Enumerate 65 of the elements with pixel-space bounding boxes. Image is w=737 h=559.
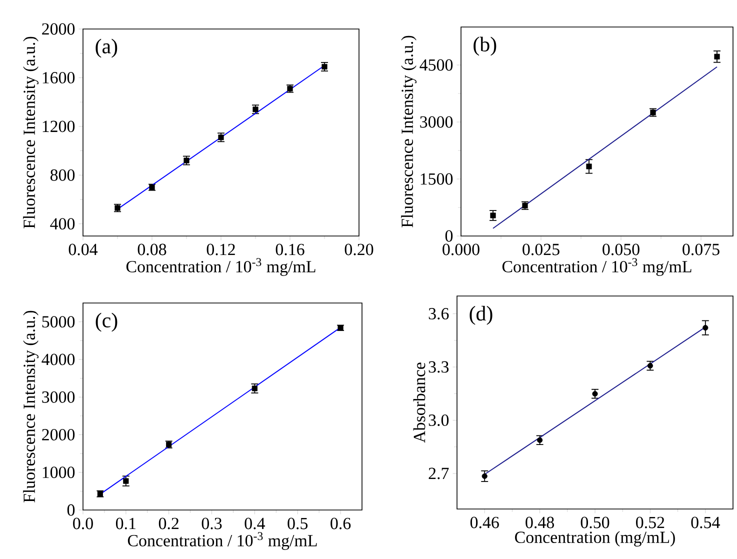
x-tick-label: 0.12	[206, 244, 235, 256]
point	[537, 437, 543, 443]
x-axis-title: Concentration / 10$^{-3}$ mg/mL	[502, 258, 692, 276]
y-tick-label: 1500	[420, 173, 453, 185]
y-tick-label: 0	[445, 230, 453, 242]
x-axis-title: Concentration (mg/mL)	[515, 531, 675, 547]
y-axis-title: Fluorescence Intensity (a.u.)	[23, 310, 38, 502]
point	[714, 54, 720, 60]
y-tick-label: 3.6	[428, 308, 449, 320]
x-tick-label: 0.50	[580, 516, 610, 528]
x-tick-label: 0.54	[691, 516, 720, 528]
point	[184, 158, 190, 164]
x-tick-label: 0.0	[73, 518, 93, 530]
x-tick-label: 0.5	[288, 518, 308, 530]
y-tick-label: 3000	[420, 116, 453, 128]
x-tick-label: 0.20	[344, 244, 374, 256]
annotation: (b)	[474, 36, 496, 56]
point	[482, 473, 488, 479]
x-tick-label: 0.2	[158, 518, 178, 530]
point	[702, 324, 708, 331]
x-axis-title: Concentration / 10$^{-3}$ mg/mL	[128, 532, 317, 550]
y-axis-title: Fluorescence Intensity (a.u.)	[401, 36, 417, 228]
point	[647, 362, 653, 369]
point	[218, 134, 224, 140]
point	[586, 164, 592, 170]
y-tick-label: 5000	[42, 316, 75, 328]
y-tick-label: 1600	[42, 72, 75, 84]
point	[252, 106, 258, 112]
y-tick-label: 1000	[42, 466, 75, 478]
y-tick-label: 1200	[42, 120, 75, 132]
y-tick-label: 400	[50, 218, 75, 230]
y-tick-label: 2000	[42, 429, 75, 440]
y-tick-label: 2.7	[428, 468, 449, 480]
y-tick-label: 2000	[42, 23, 75, 35]
y-tick-label: 800	[50, 169, 75, 181]
x-tick-label: 0.16	[276, 244, 304, 256]
x-tick-label: 0.04	[68, 244, 98, 256]
y-tick-label: 4500	[420, 59, 453, 71]
annotation: (c)	[96, 312, 118, 332]
point	[490, 212, 496, 218]
point	[592, 391, 598, 397]
annotation: (a)	[96, 38, 118, 58]
annotation: (d)	[470, 306, 492, 325]
y-axis-title: Absorbance	[413, 362, 426, 443]
x-tick-label: 0.4	[244, 518, 266, 530]
x-tick-label: 0.1	[116, 518, 136, 530]
y-tick-label: 0	[67, 504, 75, 516]
x-tick-label: 0.52	[636, 516, 664, 528]
x-tick-label: 0.08	[138, 244, 166, 256]
x-tick-label: 0.48	[526, 516, 554, 528]
x-tick-label: 0.3	[202, 518, 222, 530]
x-tick-label: 0.075	[682, 244, 720, 256]
point	[123, 478, 129, 484]
x-tick-label: 0.46	[470, 516, 499, 528]
x-axis-title: Concentration / 10$^{-3}$ mg/mL	[126, 258, 316, 276]
point	[252, 386, 258, 392]
x-tick-label: 0.025	[522, 244, 560, 256]
x-tick-label: 0.6	[330, 518, 351, 530]
y-tick-label: 3.0	[428, 414, 449, 426]
y-tick-label: 3.3	[428, 361, 449, 373]
x-tick-label: 0.050	[602, 244, 640, 256]
y-axis-title: Fluorescence Intensity (a.u.)	[23, 36, 38, 228]
y-tick-label: 4000	[42, 354, 75, 366]
y-tick-label: 3000	[42, 391, 75, 403]
x-tick-label: 0.000	[442, 244, 480, 256]
